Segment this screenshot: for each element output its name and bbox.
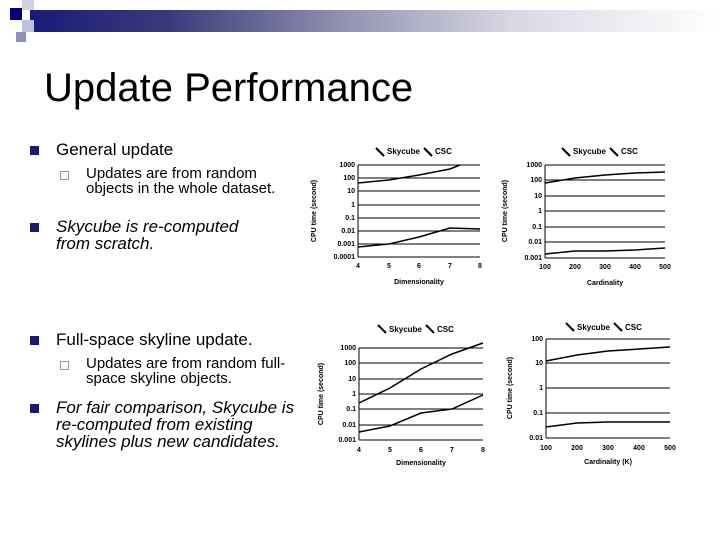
- svg-text:CPU time (second): CPU time (second): [507, 357, 514, 419]
- svg-text:CPU time (second): CPU time (second): [502, 180, 509, 242]
- page-title: Update Performance: [44, 66, 414, 110]
- svg-text:5: 5: [387, 263, 391, 270]
- svg-text:CSC: CSC: [621, 147, 638, 156]
- svg-text:0.1: 0.1: [345, 215, 355, 222]
- svg-text:100: 100: [539, 264, 551, 271]
- chart-fullspace-cardinality: Skycube CSC 100 10 1 0.1 0.01 100 200 300 400 50…: [507, 322, 676, 466]
- sub-bullet-text: Updates are from random full-space skyli…: [86, 355, 286, 387]
- svg-text:6: 6: [419, 447, 423, 454]
- svg-text:0.001: 0.001: [338, 437, 356, 444]
- svg-text:Dimensionality: Dimensionality: [396, 460, 446, 467]
- svg-text:Skycube: Skycube: [577, 323, 610, 332]
- svg-text:CPU time (second): CPU time (second): [311, 180, 318, 242]
- svg-text:4: 4: [357, 447, 361, 454]
- svg-text:CPU time (second): CPU time (second): [318, 363, 325, 425]
- svg-text:300: 300: [599, 264, 611, 271]
- svg-text:200: 200: [569, 264, 581, 271]
- svg-text:1000: 1000: [340, 345, 356, 352]
- svg-text:1: 1: [351, 202, 355, 209]
- svg-text:Skycube: Skycube: [389, 325, 422, 334]
- svg-text:100: 100: [344, 360, 356, 367]
- svg-text:0.01: 0.01: [342, 422, 356, 429]
- svg-text:400: 400: [633, 445, 645, 452]
- svg-text:8: 8: [478, 263, 482, 270]
- svg-text:CSC: CSC: [437, 325, 454, 334]
- svg-text:0.001: 0.001: [337, 241, 355, 248]
- svg-text:Dimensionality: Dimensionality: [394, 279, 444, 286]
- svg-text:0.1: 0.1: [532, 224, 542, 231]
- bullet-text: For fair comparison, Skycube is re-compu…: [56, 398, 295, 451]
- svg-text:1000: 1000: [526, 162, 542, 169]
- svg-text:CSC: CSC: [625, 323, 642, 332]
- svg-text:0.001: 0.001: [524, 255, 542, 262]
- svg-text:100: 100: [343, 175, 355, 182]
- svg-text:1000: 1000: [339, 162, 355, 169]
- svg-text:0.01: 0.01: [528, 239, 542, 246]
- chart-general-dimensionality: Skycube CSC 1000 100 10 1 0.1 0.01 0.001 0.0001…: [311, 147, 482, 286]
- svg-text:Skycube: Skycube: [573, 147, 606, 156]
- bullet-text: General update: [56, 140, 174, 159]
- svg-text:4: 4: [356, 263, 360, 270]
- svg-text:1: 1: [538, 208, 542, 215]
- svg-text:7: 7: [450, 447, 454, 454]
- svg-text:500: 500: [664, 445, 676, 452]
- chart-general-cardinality: Skycube CSC 1000 100 10 1 0.1 0.01 0.001 100 20…: [502, 147, 671, 287]
- svg-text:200: 200: [571, 445, 583, 452]
- svg-text:0.1: 0.1: [346, 406, 356, 413]
- sub-bullet-icon: [60, 361, 69, 370]
- svg-text:0.0001: 0.0001: [334, 254, 356, 261]
- svg-text:100: 100: [530, 177, 542, 184]
- svg-text:300: 300: [602, 445, 614, 452]
- svg-text:Skycube: Skycube: [387, 147, 420, 156]
- svg-text:7: 7: [448, 263, 452, 270]
- svg-text:100: 100: [540, 445, 552, 452]
- sub-bullet-text: Updates are from random objects in the w…: [86, 165, 276, 197]
- svg-text:Cardinality (K): Cardinality (K): [584, 459, 632, 466]
- svg-text:400: 400: [629, 264, 641, 271]
- svg-text:0.01: 0.01: [529, 435, 543, 442]
- svg-text:8: 8: [481, 447, 485, 454]
- sub-bullet-icon: [60, 171, 69, 180]
- bullet-icon: [30, 146, 39, 155]
- bullet-text: Full-space skyline update.: [56, 330, 253, 349]
- svg-text:10: 10: [534, 193, 542, 200]
- svg-text:500: 500: [659, 264, 671, 271]
- svg-text:10: 10: [348, 376, 356, 383]
- svg-text:0.1: 0.1: [533, 410, 543, 417]
- svg-text:10: 10: [535, 360, 543, 367]
- svg-text:6: 6: [417, 263, 421, 270]
- svg-text:CSC: CSC: [435, 147, 452, 156]
- svg-text:5: 5: [388, 447, 392, 454]
- svg-text:0.01: 0.01: [341, 228, 355, 235]
- svg-text:100: 100: [531, 336, 543, 343]
- svg-text:1: 1: [539, 385, 543, 392]
- bullet-icon: [30, 404, 39, 413]
- svg-text:Cardinality: Cardinality: [587, 280, 623, 287]
- svg-text:1: 1: [352, 391, 356, 398]
- chart-fullspace-dimensionality: Skycube CSC 1000 100 10 1 0.1 0.01 0.001 4 5 6 7 8…: [318, 324, 485, 467]
- header-decoration: [0, 0, 720, 42]
- bullet-icon: [30, 223, 39, 232]
- bullet-icon: [30, 336, 39, 345]
- svg-text:10: 10: [347, 188, 355, 195]
- bullet-text: Skycube is re-computed from scratch.: [56, 217, 239, 253]
